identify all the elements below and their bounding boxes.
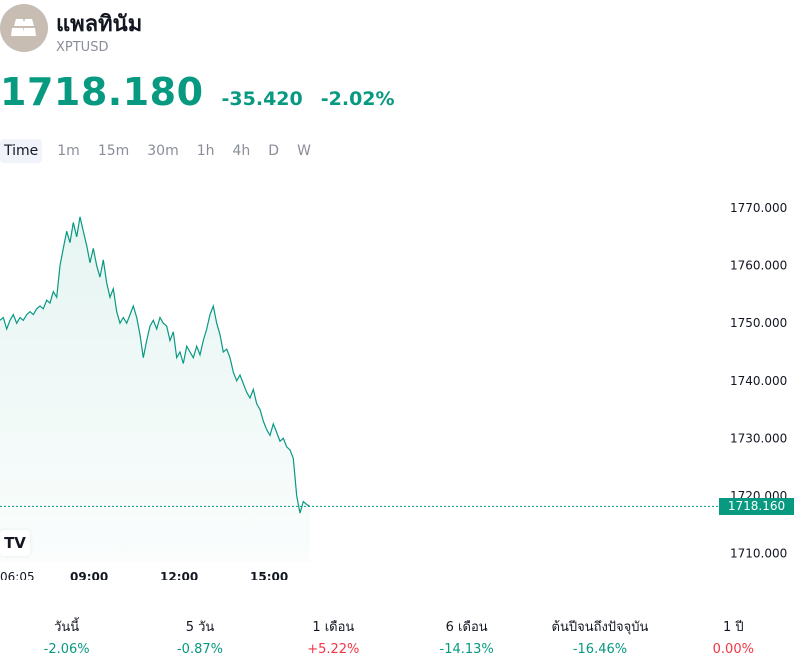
y-tick-label: 1740.000 [730,374,787,388]
x-tick-label: 12:00 [160,570,198,580]
perf-value: -16.46% [572,642,628,657]
perf-label: วันนี้ [54,620,80,635]
tab-15m[interactable]: 15m [97,143,130,159]
x-tick-label: 06:05 [0,570,35,580]
perf-item-6m[interactable]: 6 เดือน -14.13% [400,616,533,666]
y-tick-label: 1730.000 [730,431,787,445]
perf-item-5d[interactable]: 5 วัน -0.87% [133,616,266,666]
chart-area-fill [0,216,310,563]
tradingview-logo-icon[interactable]: TV [0,530,30,556]
perf-label: 1 ปี [722,620,744,635]
symbol-header: แพลทินัม XPTUSD [0,0,800,60]
perf-value: -2.06% [43,642,90,657]
perf-item-1y[interactable]: 1 ปี 0.00% [667,616,800,666]
price-chart[interactable]: 1770.000 1760.000 1750.000 1740.000 1730.000… [0,180,800,580]
tab-1h[interactable]: 1h [196,143,215,159]
price-change-percent: -2.02% [320,88,395,110]
perf-item-today[interactable]: วันนี้ -2.06% [0,616,133,666]
y-tick-label: 1750.000 [730,316,787,330]
current-price-label: 1718.160 [719,497,794,515]
tab-w[interactable]: W [297,143,311,159]
chart-canvas[interactable]: 1770.000 1760.000 1750.000 1740.000 1730.000… [0,180,800,580]
x-tick-label: 09:00 [70,570,108,580]
performance-row: วันนี้ -2.06% 5 วัน -0.87% 1 เดือน +5.22… [0,616,800,666]
perf-label: 1 เดือน [312,620,355,635]
symbol-title: แพลทินัม [56,12,143,37]
perf-value: -14.13% [439,642,494,657]
perf-value: -0.87% [176,642,223,657]
symbol-ticker: XPTUSD [56,40,109,55]
tab-4h[interactable]: 4h [232,143,251,159]
y-tick-label: 1760.000 [730,259,787,273]
tab-1m[interactable]: 1m [57,143,80,159]
y-tick-label: 1710.000 [730,546,787,560]
tab-30m[interactable]: 30m [147,143,179,159]
perf-item-ytd[interactable]: ต้นปีจนถึงปัจจุบัน -16.46% [533,616,666,666]
perf-label: 6 เดือน [445,620,488,635]
perf-label: ต้นปีจนถึงปัจจุบัน [551,620,649,635]
perf-value: 0.00% [712,642,754,657]
x-tick-label: 15:00 [250,570,288,580]
perf-label: 5 วัน [185,620,215,635]
chart-series-line [0,216,311,514]
quote-row: 1718.180 -35.420 -2.02% [0,70,395,120]
gold-bars-icon [0,4,48,52]
tab-time[interactable]: Time [0,139,43,163]
tab-d[interactable]: D [268,143,280,159]
perf-value: +5.22% [307,642,360,657]
perf-item-1m[interactable]: 1 เดือน +5.22% [267,616,400,666]
timeframe-bar: Time 1m 15m 30m 1h 4h D W [0,138,320,164]
y-tick-label: 1770.000 [730,201,787,215]
price-change: -35.420 [221,88,303,110]
last-price: 1718.180 [0,70,204,114]
